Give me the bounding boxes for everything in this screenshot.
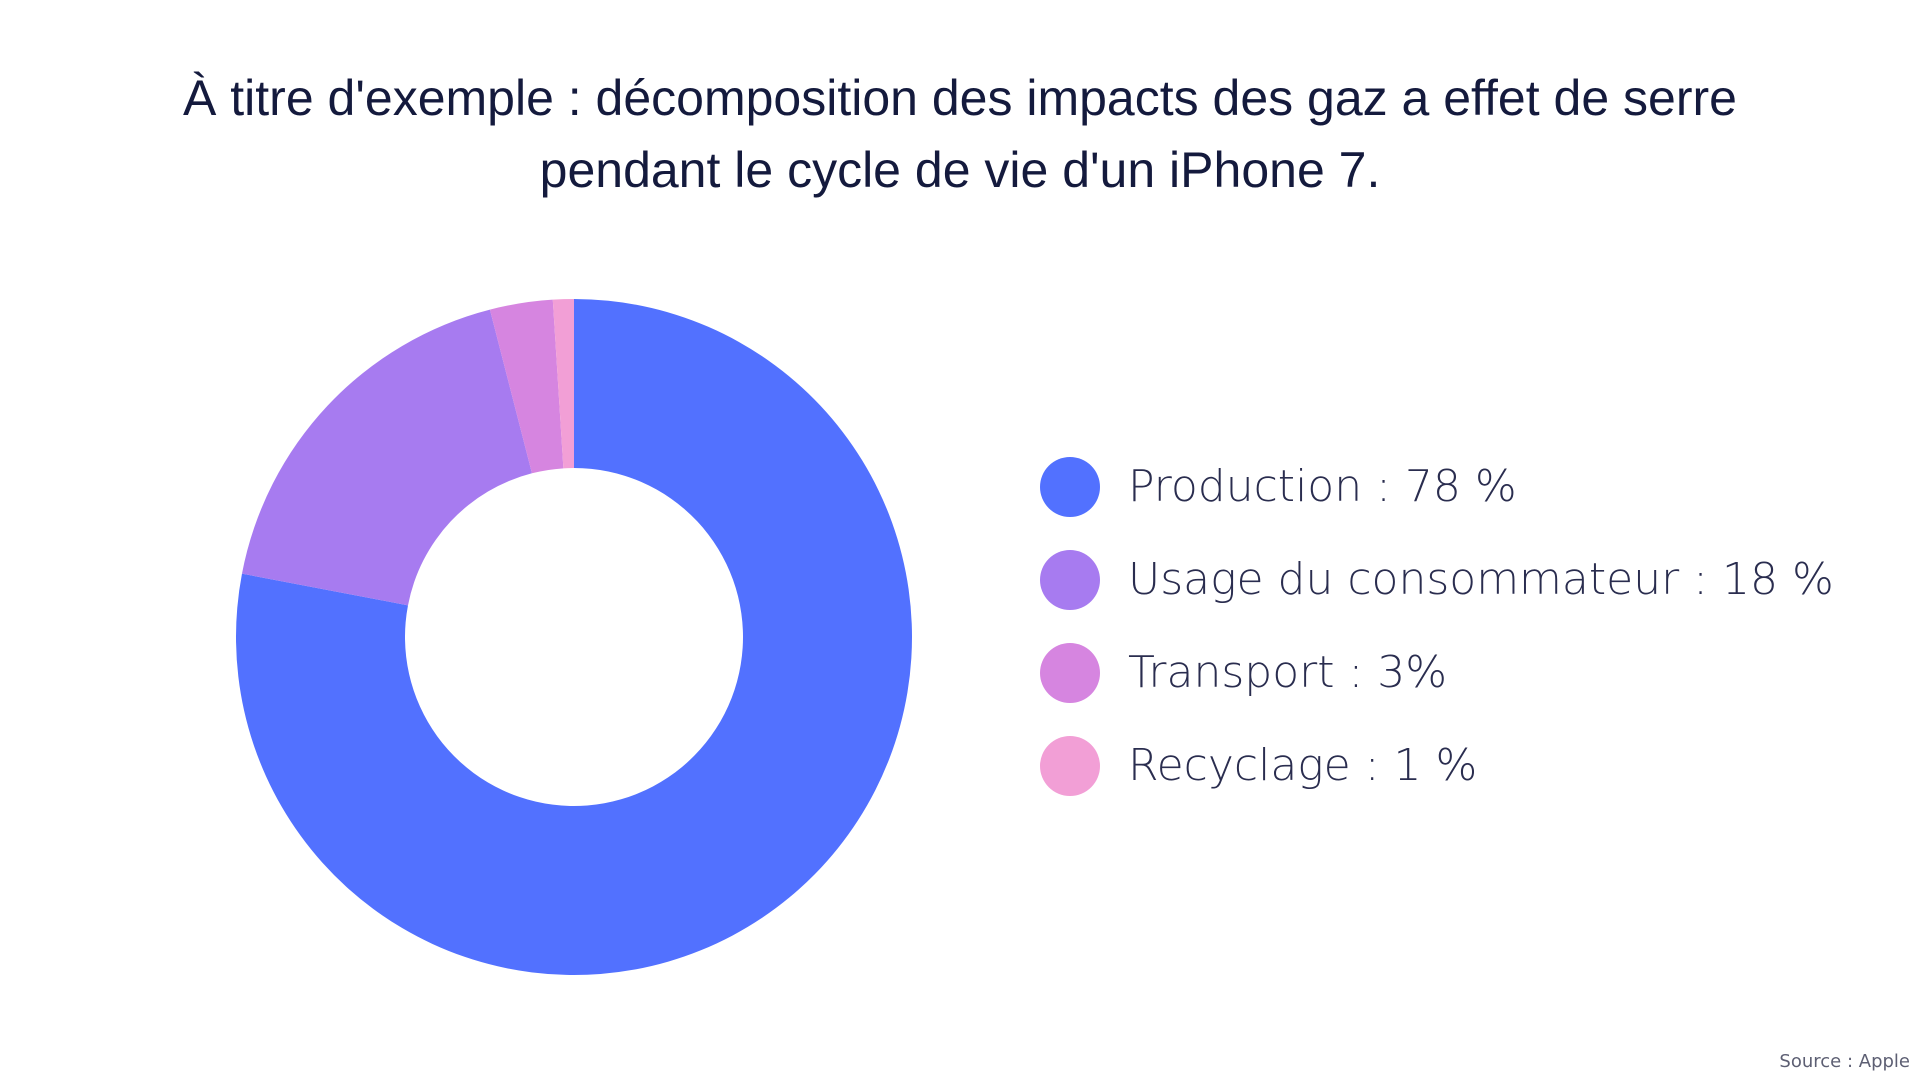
legend-item-transport: Transport : 3% [1040, 626, 1834, 719]
legend-item-production: Production : 78 % [1040, 440, 1834, 533]
legend-swatch-transport [1040, 642, 1100, 703]
chart-title-line-1: À titre d'exemple : décomposition des im… [183, 70, 1737, 126]
legend-label-recyclage: Recyclage : 1 % [1128, 740, 1478, 791]
legend-swatch-production [1040, 456, 1100, 517]
legend-swatch-usage [1040, 549, 1100, 610]
source-note: Source : Apple [1779, 1051, 1910, 1072]
donut-slice-recyclage [552, 299, 574, 469]
chart-title-line-2: pendant le cycle de vie d'un iPhone 7. [539, 142, 1381, 198]
legend-label-usage: Usage du consommateur : 18 % [1128, 554, 1834, 605]
legend-item-usage: Usage du consommateur : 18 % [1040, 533, 1834, 626]
donut-slice-transport [489, 299, 564, 474]
chart-title: À titre d'exemple : décomposition des im… [60, 62, 1860, 206]
legend-label-transport: Transport : 3% [1128, 647, 1448, 698]
donut-slice-production [236, 299, 913, 975]
donut-slice-usage [241, 309, 532, 606]
legend: Production : 78 % Usage du consommateur … [1040, 440, 1834, 812]
legend-label-production: Production : 78 % [1128, 461, 1517, 512]
legend-swatch-recyclage [1040, 735, 1100, 796]
legend-item-recyclage: Recyclage : 1 % [1040, 719, 1834, 812]
